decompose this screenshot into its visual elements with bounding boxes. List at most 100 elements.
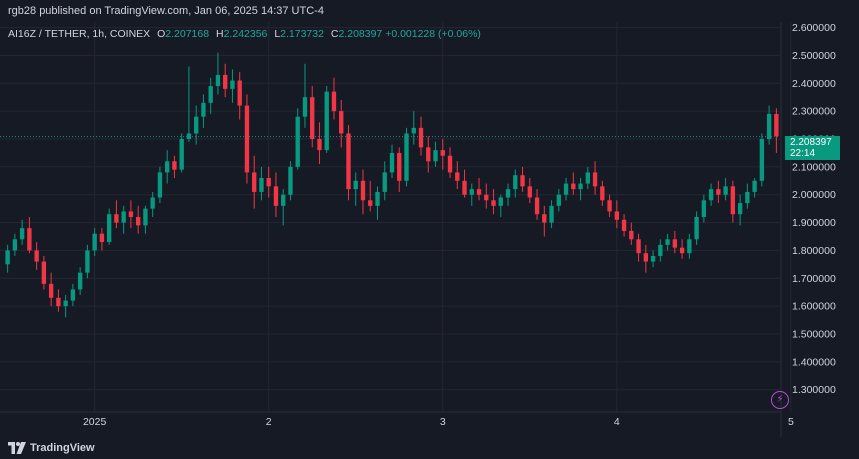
candle-body [643,253,649,262]
candle-body [12,239,18,251]
lightning-icon[interactable]: ⚡ [771,391,789,409]
candle-body [41,261,47,284]
candle-body [143,208,148,226]
candle-body [658,244,663,256]
candle-body [571,183,576,190]
candle-body [360,180,366,201]
candle-body [476,189,482,195]
candle-body [63,300,68,307]
candlestick-chart[interactable]: 2.6000002.5000002.4000002.3000002.200000… [0,22,859,437]
candle-body [259,178,264,192]
candle-body [273,186,279,206]
candle-body [230,80,235,89]
candle-body [310,97,315,139]
x-tick-label: 4 [614,416,620,428]
candle-body [128,211,134,217]
y-tick-label: 1.400000 [792,356,836,368]
candle-body [404,133,409,181]
candle-body [266,178,271,187]
legend-symbol: AI16Z / TETHER, 1h, COINEX [8,28,151,40]
y-tick-label: 1.500000 [792,329,836,341]
legend-open-label: O [157,28,166,40]
symbol-legend: AI16Z / TETHER, 1h, COINEX O2.207168 H2.… [8,28,481,40]
tradingview-logo[interactable]: TradingView [8,441,95,455]
legend-close-value: 2.208397 [338,28,383,40]
candle-body [614,211,619,220]
x-tick-label: 2 [266,416,272,428]
candle-body [730,186,736,215]
legend-open-value: 2.207168 [165,28,210,40]
candle-body [426,147,431,162]
x-tick-label: 5 [788,416,794,428]
candle-body [48,283,54,298]
legend-low-label: L [274,28,281,40]
candle-body [716,189,721,195]
candle-body [592,172,598,187]
candle-body [375,191,380,206]
candle-body [186,133,192,139]
candle-body [447,155,453,173]
y-tick-label: 1.900000 [792,217,836,229]
y-tick-label: 2.600000 [792,22,836,34]
candle-body [135,217,141,226]
candle-body [672,239,678,248]
candle-body [346,133,351,190]
y-tick-label: 1.300000 [792,384,836,396]
candle-body [397,152,402,181]
y-tick-label: 1.600000 [792,301,836,313]
candle-body [469,189,474,195]
candle-body [353,180,358,190]
candle-body [121,211,126,223]
y-tick-label: 1.700000 [792,273,836,285]
y-tick-label: 2.300000 [792,106,836,118]
candle-body [157,172,163,198]
candle-body [223,74,228,89]
last-price-value: 2.208397 [790,137,832,148]
footer [0,437,859,459]
candle-body [244,105,250,173]
candle-body [19,228,25,240]
published-caption: rgb28 published on TradingView.com, Jan … [8,5,324,17]
candle-body [498,197,503,206]
x-tick-label: 2025 [83,416,107,428]
candle-body [600,186,605,201]
candle-body [542,214,547,223]
y-tick-label: 2.000000 [792,189,836,201]
candle-body [85,250,90,273]
candle-body [215,74,221,87]
candle-body [484,194,489,201]
candle-body [201,102,206,117]
candle-body [368,200,373,206]
x-tick-label: 3 [440,416,446,428]
candle-body [295,116,300,167]
candle-body [556,194,561,206]
bar-countdown: 22:14 [790,148,816,159]
candle-body [621,219,627,231]
candle-body [418,127,424,148]
tradingview-brand-text: TradingView [30,442,95,454]
candle-body [491,200,496,206]
candle-body [679,247,685,254]
candle-body [513,175,518,190]
candle-body [172,161,177,170]
legend-close-label: C [330,28,339,40]
candle-body [745,191,750,204]
candle-body [694,217,699,240]
candle-body [774,113,779,137]
candle-body [687,239,692,254]
legend-change: +0.001228 (+0.06%) [385,28,481,40]
candle-body [766,113,772,139]
candle-body [665,239,670,245]
candle-body [208,86,213,103]
candle-body [194,116,199,134]
candle-body [636,239,641,254]
candle-body [585,172,590,184]
candle-body [114,214,119,223]
y-tick-label: 2.100000 [792,161,836,173]
candle-body [505,189,511,198]
legend-high-value: 2.242356 [223,28,268,40]
chart-area[interactable]: 2.6000002.5000002.4000002.3000002.200000… [0,22,859,437]
y-tick-label: 2.400000 [792,78,836,90]
candle-body [759,139,765,181]
candle-body [317,139,322,151]
